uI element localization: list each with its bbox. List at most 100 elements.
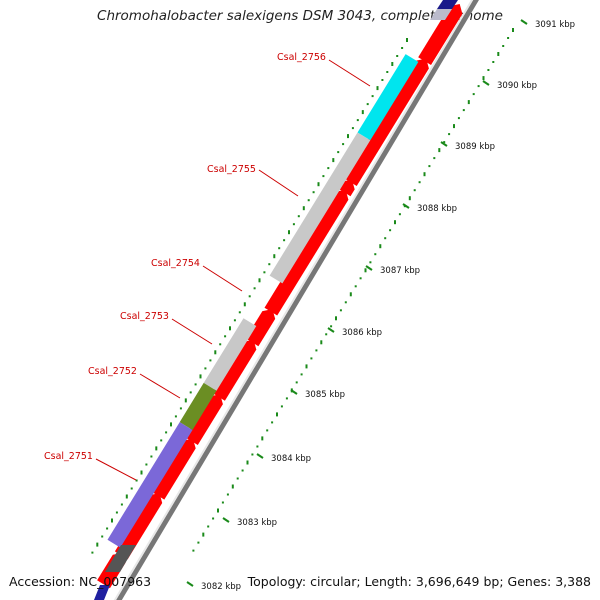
scale-tick-mark (327, 327, 335, 333)
gc-outer-dot (280, 405, 283, 408)
gc-inner-dot (170, 422, 172, 427)
gc-inner-dot (96, 542, 99, 547)
gc-outer-dot (394, 220, 396, 225)
gc-outer-dot (266, 429, 269, 432)
gc-inner-dot (302, 206, 305, 211)
gc-outer-dot (335, 316, 337, 321)
gc-inner-dot (155, 446, 158, 451)
cds-block-4 (264, 189, 349, 316)
gc-outer-dot (492, 61, 495, 63)
gc-outer-dot (276, 412, 278, 417)
gc-outer-dot (477, 85, 480, 88)
gc-outer-dot (241, 469, 244, 472)
gc-inner-dot (371, 95, 374, 98)
gc-outer-dot (256, 445, 259, 448)
gc-inner-dot (179, 407, 182, 410)
scale-tick-mark (402, 203, 410, 209)
gc-inner-dot (322, 175, 325, 178)
cds-track-reverse (97, 4, 463, 589)
gc-inner-dot (297, 215, 300, 218)
gc-outer-dot (217, 508, 219, 513)
gc-inner-dot (381, 79, 384, 81)
cds-block-6 (212, 339, 257, 401)
gc-outer-dot (502, 45, 505, 47)
scale-tick-label: 3088 kbp (417, 204, 457, 214)
cds-block-5 (245, 309, 276, 347)
gene-fragment-dark-top (437, 0, 458, 9)
gc-inner-dot (386, 71, 389, 73)
gc-inner-dot (327, 167, 330, 170)
gc-outer-dot (408, 196, 411, 201)
gc-outer-dot (315, 349, 318, 352)
scale-tick-mark (186, 581, 194, 587)
gc-inner-dot (356, 119, 359, 122)
gc-outer-dot (369, 261, 372, 264)
gc-outer-dot (212, 517, 215, 520)
gc-outer-dot (462, 109, 465, 112)
leader-line-csal-2755 (258, 169, 299, 197)
gc-inner-dot (125, 494, 128, 499)
gc-inner-dot (263, 271, 266, 274)
gc-inner-dot (268, 263, 271, 266)
gc-outer-dot (349, 292, 352, 297)
gene-csal-2755 (269, 132, 371, 284)
gc-inner-dot (135, 479, 138, 482)
gc-inner-dot (233, 319, 236, 322)
gc-outer-dot (344, 301, 347, 304)
scale-tick-mark (520, 19, 528, 25)
gc-outer-dot (487, 69, 490, 71)
gc-outer-dot (300, 373, 303, 376)
gc-inner-dot (224, 335, 227, 338)
gc-inner-dot (253, 287, 256, 290)
map-title: Chromohalobacter salexigens DSM 3043, co… (97, 8, 503, 24)
gc-outer-dot (497, 52, 500, 56)
gc-inner-dot (115, 511, 118, 514)
gc-inner-dot (184, 398, 187, 403)
gc-outer-dot (285, 397, 288, 400)
gc-inner-dot (229, 326, 231, 331)
gc-outer-dot (295, 381, 298, 384)
gc-outer-dot (221, 501, 224, 504)
gene-label-csal-2753: Csal_2753 (120, 311, 169, 322)
gc-inner-dot (351, 127, 354, 130)
gc-inner-dot (214, 350, 217, 355)
gc-inner-dot (401, 47, 404, 49)
scale-tick-label: 3089 kbp (455, 142, 495, 152)
gc-inner-dot (209, 359, 212, 362)
gc-inner-dot (278, 247, 281, 250)
gc-outer-dot (305, 364, 308, 369)
gc-outer-dot (261, 436, 264, 441)
gc-inner-dot (165, 431, 168, 434)
scale-tick-mark (365, 265, 373, 271)
gc-inner-dot (312, 191, 315, 194)
backbone-line (116, 0, 479, 600)
gc-inner-dot (332, 158, 335, 163)
gene-label-csal-2752: Csal_2752 (88, 366, 137, 377)
gc-outer-dot (231, 484, 234, 489)
gc-outer-dot (379, 244, 382, 249)
gc-inner-dot (292, 223, 295, 226)
gc-outer-dot (443, 141, 446, 144)
gc-outer-dot (330, 325, 333, 328)
leader-line-csal-2756 (328, 59, 371, 87)
gc-outer-dot (197, 541, 200, 544)
gene-fragment-dark-bottom (105, 545, 136, 572)
gc-inner-dot (189, 391, 192, 394)
scale-tick-label: 3086 kbp (342, 328, 382, 338)
gc-inner-dot (396, 55, 399, 57)
leader-line-csal-2753 (171, 318, 213, 345)
cds-block-9 (114, 493, 163, 560)
cds-track-forward (107, 54, 419, 548)
gc-inner-dot (248, 295, 251, 298)
gene-label-csal-2751: Csal_2751 (44, 451, 93, 462)
scale-tick-label: 3087 kbp (380, 266, 420, 276)
gc-outer-dot (482, 76, 485, 81)
scale-tick-mark (222, 517, 230, 523)
gc-inner-dot (366, 103, 369, 106)
gc-outer-dot (339, 309, 342, 312)
gc-inner-dot (243, 302, 246, 307)
cds-block-2 (344, 58, 429, 186)
genome-stats-label: Topology: circular; Length: 3,696,649 bp… (247, 574, 591, 589)
